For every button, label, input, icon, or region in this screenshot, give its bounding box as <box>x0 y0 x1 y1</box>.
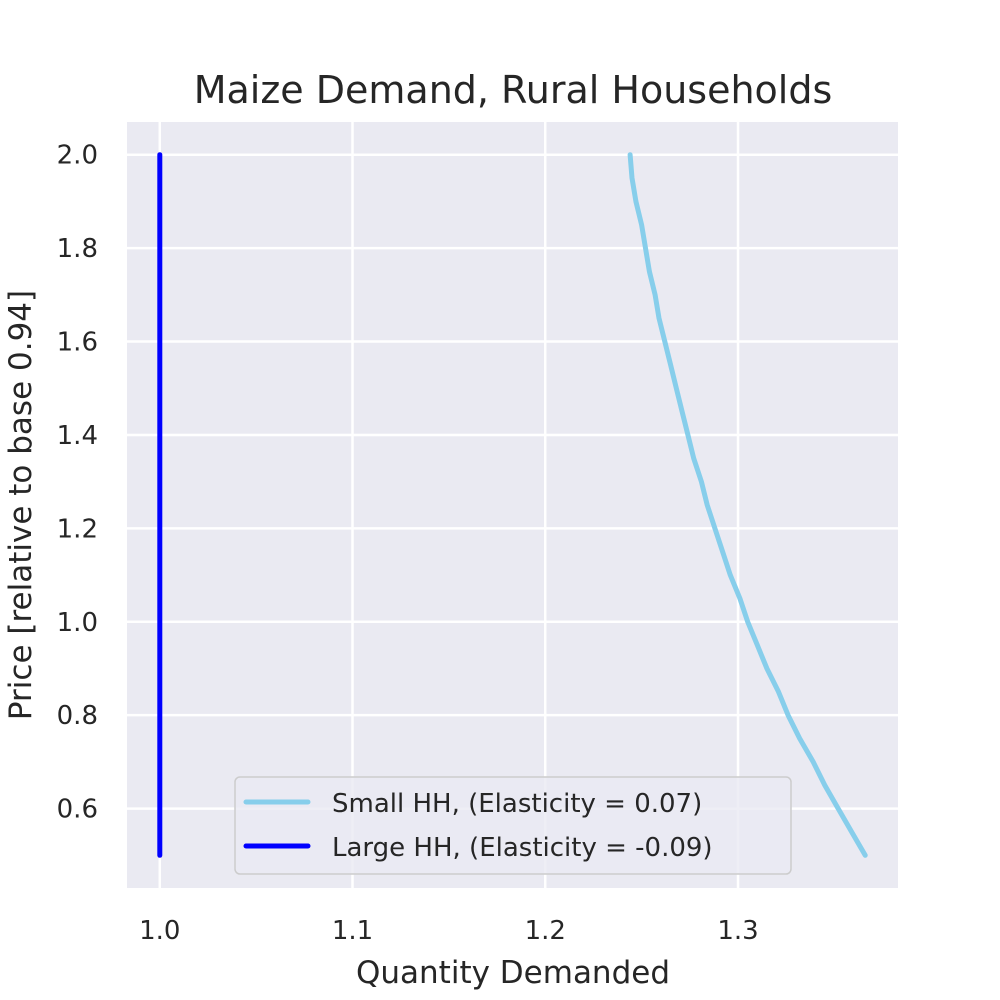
chart-title: Maize Demand, Rural Households <box>194 68 833 112</box>
y-axis-label: Price [relative to base 0.94] <box>3 290 39 720</box>
series-layer <box>157 152 868 858</box>
y-tick-label: 0.8 <box>57 701 98 731</box>
y-tick-label: 1.2 <box>57 514 98 544</box>
x-tick-labels: 1.0 1.1 1.2 1.3 <box>139 916 759 946</box>
series-line-small-hh <box>627 152 868 858</box>
y-tick-label: 1.8 <box>57 234 98 264</box>
y-tick-labels: 0.6 0.8 1.0 1.2 1.4 1.6 1.8 2.0 <box>57 141 98 825</box>
x-tick-label: 1.1 <box>332 916 373 946</box>
y-tick-label: 1.4 <box>57 421 98 451</box>
legend: Small HH, (Elasticity = 0.07) Large HH, … <box>234 776 792 875</box>
x-tick-label: 1.3 <box>717 916 758 946</box>
y-tick-label: 2.0 <box>57 141 98 171</box>
y-tick-label: 1.6 <box>57 328 98 358</box>
legend-label-small-hh: Small HH, (Elasticity = 0.07) <box>332 789 702 819</box>
legend-box <box>234 776 792 875</box>
x-axis-label: Quantity Demanded <box>356 955 670 991</box>
x-tick-label: 1.2 <box>525 916 566 946</box>
y-tick-label: 1.0 <box>57 608 98 638</box>
y-tick-label: 0.6 <box>57 795 98 825</box>
legend-label-large-hh: Large HH, (Elasticity = -0.09) <box>332 833 713 863</box>
plot-area <box>127 122 898 888</box>
x-tick-label: 1.0 <box>139 916 180 946</box>
